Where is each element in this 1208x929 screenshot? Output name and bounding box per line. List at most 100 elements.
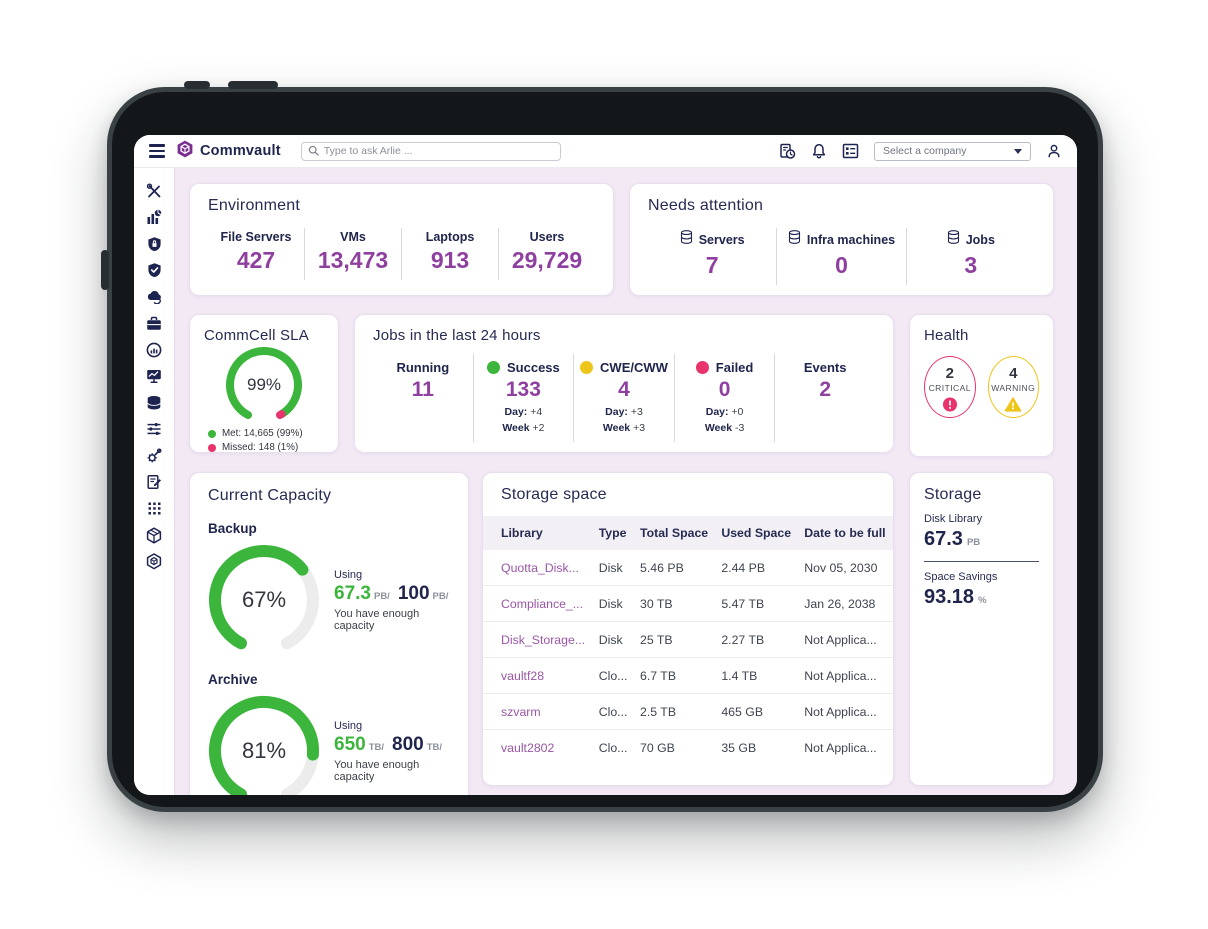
library-link[interactable]: vault2802 bbox=[501, 740, 555, 755]
library-link[interactable]: Quotta_Disk... bbox=[483, 550, 593, 586]
used-space-cell: 5.47 TB bbox=[715, 585, 799, 622]
stat-value-link[interactable]: 13,473 bbox=[317, 247, 389, 273]
table-row[interactable]: Disk_Storage... Disk 25 TB 2.27 TB Not A… bbox=[483, 621, 893, 658]
table-row[interactable]: Quotta_Disk... Disk 5.46 PB 2.44 PB Nov … bbox=[483, 550, 893, 586]
package-cube-icon[interactable] bbox=[145, 526, 163, 544]
warning-triangle-icon bbox=[1004, 397, 1022, 412]
cloud-restore-icon[interactable] bbox=[145, 288, 163, 305]
used-space-cell: 35 GB bbox=[721, 740, 757, 755]
capacity-note: You have enough capacity bbox=[334, 758, 420, 783]
total-space-cell: 25 TB bbox=[634, 621, 716, 658]
health-card: Health 2 CRITICAL 4 WARNING bbox=[909, 314, 1054, 457]
commvault-cube-icon[interactable] bbox=[145, 553, 163, 570]
server-stack-icon bbox=[680, 230, 693, 249]
library-link[interactable]: Disk_Storage... bbox=[483, 621, 593, 658]
jobs-count-link[interactable]: 133 bbox=[505, 378, 541, 401]
storage-metrics: Disk Library 67.3 PB Space Savings 93.18… bbox=[924, 504, 1039, 619]
notifications-bell-icon[interactable] bbox=[811, 143, 827, 160]
stat-value-link[interactable]: 0 bbox=[835, 252, 848, 278]
health-label: WARNING bbox=[991, 383, 1036, 393]
table-row[interactable]: szvarm Clo... 2.5 TB 465 GB Not Applica.… bbox=[483, 693, 893, 730]
status-dot bbox=[695, 360, 709, 374]
jobs-count-link[interactable]: 11 bbox=[411, 378, 434, 401]
health-status-circle[interactable]: 2 CRITICAL bbox=[924, 356, 976, 418]
storage-metric: Disk Library 67.3 PB bbox=[924, 504, 1039, 561]
commvault-logo[interactable]: Commvault bbox=[175, 139, 281, 164]
library-link[interactable]: szvarm bbox=[483, 693, 593, 730]
hamburger-menu-icon[interactable] bbox=[149, 144, 165, 158]
capacity-percent: 67% bbox=[241, 587, 287, 612]
capacity-percent: 81% bbox=[241, 738, 287, 763]
jobs-column: Failed 0 Day: +0 Week -3 bbox=[673, 354, 775, 442]
stat-value-link[interactable]: 427 bbox=[236, 247, 276, 273]
used-capacity-value: 67.3 bbox=[334, 582, 371, 604]
jobs-count-link[interactable]: 2 bbox=[819, 378, 832, 401]
search-icon bbox=[308, 146, 319, 156]
storage-database-icon[interactable] bbox=[145, 394, 163, 411]
jobs-count-link[interactable]: 0 bbox=[718, 378, 731, 401]
table-row[interactable]: vaultf28 Clo... 6.7 TB 1.4 TB Not Applic… bbox=[483, 657, 893, 694]
legend-label: Met: 14,665 (99%) bbox=[222, 428, 303, 439]
jobs-count-link[interactable]: 4 bbox=[618, 378, 630, 401]
reports-chart-icon[interactable] bbox=[145, 209, 163, 226]
used-space-cell: 465 GB bbox=[715, 693, 799, 730]
used-capacity-value: 650 bbox=[334, 733, 366, 755]
apps-grid-icon[interactable] bbox=[145, 500, 163, 517]
library-link[interactable]: vaultf28 bbox=[483, 657, 593, 694]
tablet-frame: Commvault bbox=[101, 81, 1103, 812]
stat-item: VMs 13,473 bbox=[304, 228, 401, 280]
used-capacity-unit: TB/ bbox=[368, 741, 385, 753]
search-box bbox=[300, 141, 561, 161]
jobs-column-label: Success bbox=[507, 359, 560, 375]
used-capacity-unit: PB/ bbox=[373, 590, 390, 602]
security-shield-lock-icon[interactable] bbox=[145, 235, 163, 252]
total-space-cell: 30 TB bbox=[634, 585, 716, 622]
environment-card: Environment File Servers 427 VMs 13,473 … bbox=[189, 183, 614, 296]
date-full-cell: Not Applica... bbox=[804, 740, 877, 755]
report-edit-icon[interactable] bbox=[145, 474, 163, 491]
table-column-header: Total Space bbox=[634, 516, 716, 550]
metric-value: 93.18 bbox=[924, 586, 975, 608]
storage-card: Storage Disk Library 67.3 PB Space Savin… bbox=[909, 472, 1054, 786]
protection-shield-check-icon[interactable] bbox=[145, 262, 163, 279]
monitoring-gauge-icon[interactable] bbox=[145, 341, 163, 358]
stat-value-link[interactable]: 913 bbox=[430, 247, 470, 273]
workload-briefcase-icon[interactable] bbox=[145, 315, 163, 332]
search-input[interactable] bbox=[300, 141, 561, 161]
total-space-cell: 6.7 TB bbox=[634, 657, 716, 694]
table-row[interactable]: Compliance_... Disk 30 TB 5.47 TB Jan 26… bbox=[483, 585, 893, 622]
needs-attention-title: Needs attention bbox=[648, 197, 764, 214]
jobs-day-delta: Day: +3 bbox=[605, 406, 643, 418]
jobs-column: CWE/CWW 4 Day: +3 Week +3 bbox=[573, 354, 674, 442]
capacity-donut-chart: 81% bbox=[208, 695, 320, 795]
stat-value-link[interactable]: 3 bbox=[964, 252, 978, 278]
needs-attention-stats: Servers 7 Infra machines 0 Jobs 3 bbox=[648, 228, 1035, 285]
table-row[interactable]: vault2802 Clo... 70 GB 35 GB Not Applica… bbox=[483, 730, 893, 766]
table-header-row: Library Type Total Space Used Space Date… bbox=[483, 516, 893, 550]
health-label: CRITICAL bbox=[928, 383, 971, 393]
library-link[interactable]: Compliance_... bbox=[483, 585, 593, 622]
metric-unit: PB bbox=[966, 537, 981, 548]
health-status-circle[interactable]: 4 WARNING bbox=[987, 356, 1039, 418]
user-profile-icon[interactable] bbox=[1046, 143, 1062, 159]
capacity-gauges: Backup 67% Using 67.3 PB/ 100 PB/ You ha… bbox=[208, 521, 450, 795]
date-full-cell: Jan 26, 2038 bbox=[798, 585, 893, 622]
summary-list-icon[interactable] bbox=[842, 143, 859, 159]
tools-icon[interactable] bbox=[145, 182, 163, 199]
storage-metric: Space Savings 93.18 % bbox=[924, 561, 1039, 619]
stat-value-link[interactable]: 29,729 bbox=[511, 247, 583, 273]
health-title: Health bbox=[924, 327, 969, 344]
company-select[interactable]: Select a company bbox=[874, 141, 1031, 161]
total-space-cell: 2.5 TB bbox=[634, 693, 716, 730]
activity-monitor-icon[interactable] bbox=[145, 368, 163, 385]
system-gear-icon[interactable] bbox=[145, 447, 163, 464]
chevron-down-icon bbox=[1014, 148, 1022, 154]
sla-percent: 99% bbox=[246, 375, 282, 394]
company-select-value: Select a company bbox=[883, 145, 967, 157]
stat-value-link[interactable]: 7 bbox=[705, 252, 719, 278]
commcell-sla-card: CommCell SLA 99% Met: 14,665 (99%) Misse… bbox=[189, 314, 339, 453]
tablet-top-button bbox=[184, 81, 210, 89]
jobs-history-icon[interactable] bbox=[779, 143, 796, 160]
storage-title: Storage bbox=[924, 486, 982, 503]
settings-sliders-icon[interactable] bbox=[145, 421, 163, 438]
